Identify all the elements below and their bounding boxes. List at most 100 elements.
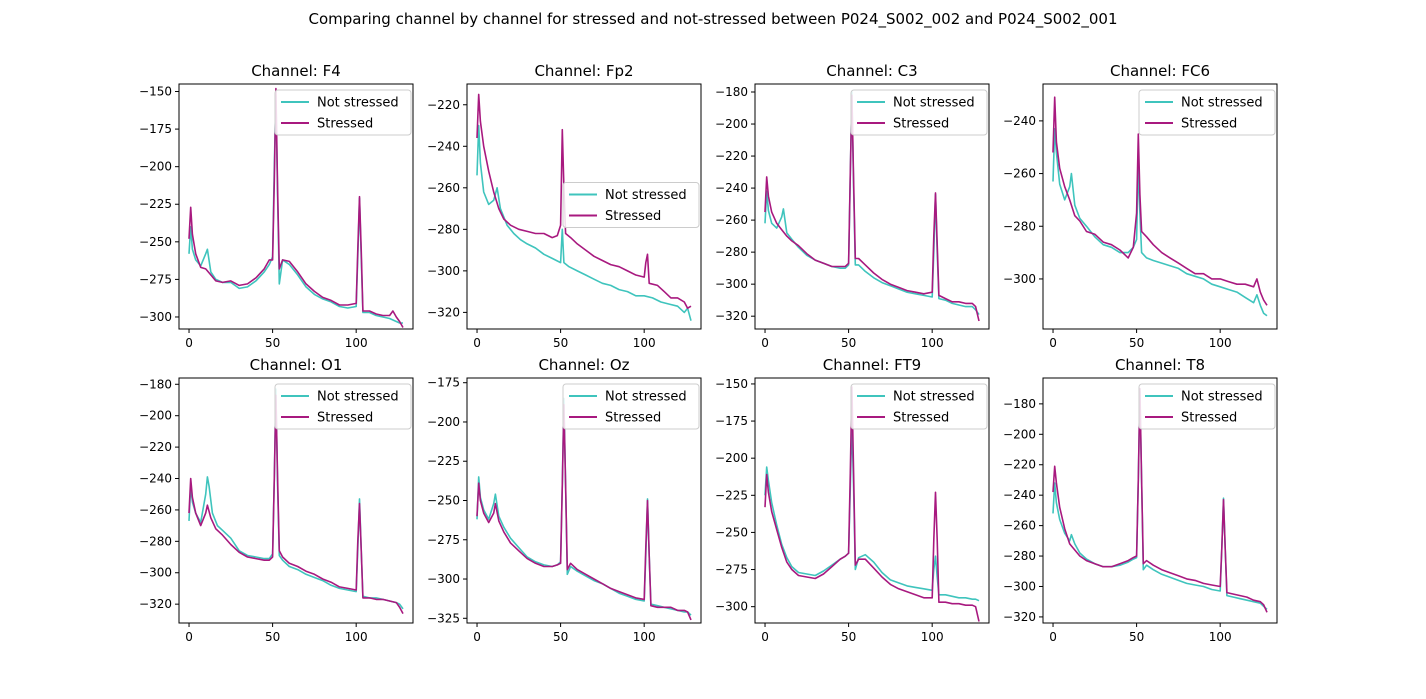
axes-frame xyxy=(754,83,990,330)
x-tick-label: 100 xyxy=(1209,630,1232,644)
y-tick-label: −300 xyxy=(139,566,172,580)
y-tick-label: −260 xyxy=(1003,167,1036,181)
y-tick-label: −225 xyxy=(715,488,748,502)
series-line-not-stressed xyxy=(1052,128,1268,317)
panel-oz: Channel: Oz 0 50 100 −325 −300 −275 −250 −225 −20… xyxy=(427,356,702,644)
legend-label-not-stressed: Not stressed xyxy=(317,96,399,111)
axes-frame xyxy=(1042,83,1278,330)
x-tick-label: 100 xyxy=(1209,336,1232,350)
y-tick-label: −175 xyxy=(715,414,748,428)
x-tick-label: 50 xyxy=(265,336,280,350)
legend: Not stressed Stressed xyxy=(274,383,412,430)
legend-label-not-stressed: Not stressed xyxy=(893,390,975,405)
x-tick-label: 0 xyxy=(473,630,481,644)
x-tick-label: 0 xyxy=(1049,336,1057,350)
series-line-stressed xyxy=(764,386,980,622)
panel-title: Channel: FC6 xyxy=(1110,62,1210,80)
y-tick-label: −175 xyxy=(427,376,460,390)
legend-label-not-stressed: Not stressed xyxy=(605,390,687,405)
y-tick-label: −200 xyxy=(715,451,748,465)
x-tick-label: 0 xyxy=(761,630,769,644)
x-tick-label: 0 xyxy=(1049,630,1057,644)
y-tick-label: −300 xyxy=(139,310,172,324)
x-tick-label: 50 xyxy=(1129,630,1144,644)
y-tick-label: −275 xyxy=(427,533,460,547)
y-tick-label: −200 xyxy=(427,415,460,429)
panel-fp2: Channel: Fp2 0 50 100 −320 −300 −280 −260 −240 −2… xyxy=(427,62,702,350)
legend-label-stressed: Stressed xyxy=(893,411,949,426)
panel-t8: Channel: T8 0 50 100 −320 −300 −280 −260 −240 −22… xyxy=(1003,356,1278,644)
y-tick-label: −260 xyxy=(715,213,748,227)
legend-label-stressed: Stressed xyxy=(317,411,373,426)
legend-label-not-stressed: Not stressed xyxy=(605,188,687,203)
panel-title: Channel: Fp2 xyxy=(534,62,633,80)
y-tick-label: −220 xyxy=(427,98,460,112)
series-line-stressed xyxy=(476,403,692,621)
x-tick-label: 0 xyxy=(473,336,481,350)
x-tick-label: 0 xyxy=(185,336,193,350)
x-tick-label: 50 xyxy=(553,630,568,644)
x-tick-label: 50 xyxy=(553,336,568,350)
y-tick-label: −220 xyxy=(1003,458,1036,472)
panel-o1: Channel: O1 0 50 100 −320 −300 −280 −260 −240 −22… xyxy=(139,356,414,644)
y-tick-label: −320 xyxy=(139,597,172,611)
x-tick-label: 100 xyxy=(921,336,944,350)
y-tick-label: −225 xyxy=(139,197,172,211)
y-tick-label: −300 xyxy=(715,600,748,614)
series-line-not-stressed xyxy=(1052,390,1268,610)
legend-label-stressed: Stressed xyxy=(605,209,661,224)
y-tick-label: −320 xyxy=(427,305,460,319)
legend: Not stressed Stressed xyxy=(562,182,700,228)
legend-label-not-stressed: Not stressed xyxy=(1181,96,1263,111)
legend-label-stressed: Stressed xyxy=(1181,411,1237,426)
panel-f4: Channel: F4 0 50 100 −300 −275 −250 −225 −200 −17… xyxy=(139,62,414,350)
y-tick-label: −280 xyxy=(1003,549,1036,563)
y-tick-label: −320 xyxy=(1003,610,1036,624)
panel-title: Channel: C3 xyxy=(826,62,917,80)
y-tick-label: −240 xyxy=(715,181,748,195)
y-tick-label: −220 xyxy=(139,440,172,454)
y-tick-label: −300 xyxy=(427,572,460,586)
panel-title: Channel: T8 xyxy=(1115,356,1205,374)
legend-label-stressed: Stressed xyxy=(317,117,373,132)
y-tick-label: −300 xyxy=(1003,272,1036,286)
y-tick-label: −280 xyxy=(1003,219,1036,233)
axes-frame xyxy=(754,377,990,624)
y-tick-label: −240 xyxy=(139,472,172,486)
y-tick-label: −180 xyxy=(715,85,748,99)
figure-title: Comparing channel by channel for stresse… xyxy=(308,10,1118,28)
y-tick-label: −275 xyxy=(139,272,172,286)
legend-label-stressed: Stressed xyxy=(1181,117,1237,132)
y-tick-label: −240 xyxy=(1003,114,1036,128)
y-tick-label: −260 xyxy=(139,503,172,517)
y-tick-label: −180 xyxy=(139,377,172,391)
x-tick-label: 50 xyxy=(841,336,856,350)
x-tick-label: 100 xyxy=(633,336,656,350)
legend-label-not-stressed: Not stressed xyxy=(1181,390,1263,405)
y-tick-label: −300 xyxy=(427,264,460,278)
legend: Not stressed Stressed xyxy=(562,383,700,430)
y-tick-label: −280 xyxy=(139,534,172,548)
axes-frame xyxy=(1042,377,1278,624)
series-line-not-stressed xyxy=(476,397,692,616)
panel-ft9: Channel: FT9 0 50 100 −300 −275 −250 −225 −200 −1… xyxy=(715,356,990,644)
series-line-not-stressed xyxy=(764,420,980,602)
panel-title: Channel: F4 xyxy=(251,62,341,80)
y-tick-label: −150 xyxy=(715,377,748,391)
y-tick-label: −275 xyxy=(715,563,748,577)
y-tick-label: −175 xyxy=(139,122,172,136)
panel-title: Channel: Oz xyxy=(538,356,629,374)
y-tick-label: −300 xyxy=(1003,579,1036,593)
y-tick-label: −325 xyxy=(427,611,460,625)
axes-frame xyxy=(178,83,414,330)
y-tick-label: −260 xyxy=(427,181,460,195)
y-tick-label: −300 xyxy=(715,277,748,291)
y-tick-label: −250 xyxy=(715,525,748,539)
x-tick-label: 100 xyxy=(345,630,368,644)
x-tick-label: 50 xyxy=(1129,336,1144,350)
axes-frame xyxy=(466,83,702,330)
y-tick-label: −200 xyxy=(1003,427,1036,441)
y-tick-label: −250 xyxy=(139,235,172,249)
panel-fc6: Channel: FC6 0 50 100 −300 −280 −260 −240 Not st… xyxy=(1003,62,1278,350)
